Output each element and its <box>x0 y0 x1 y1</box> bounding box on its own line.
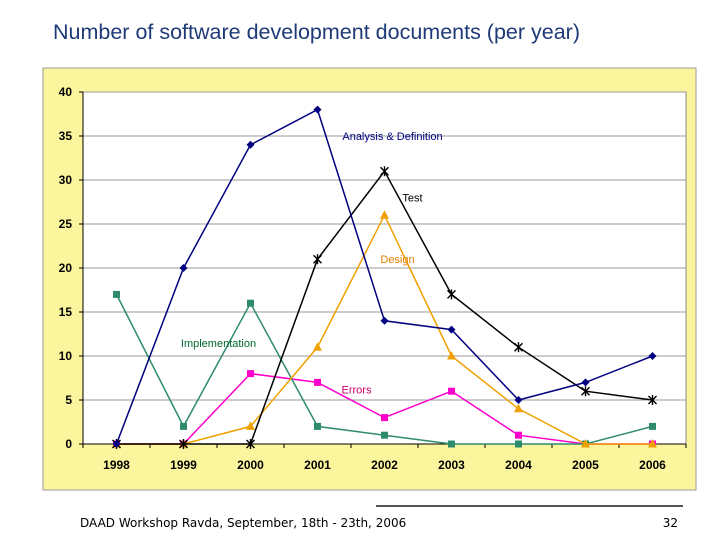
data-point <box>581 378 590 387</box>
data-point <box>448 440 455 448</box>
data-point <box>314 422 321 430</box>
data-point <box>246 421 255 430</box>
x-tick-label: 2004 <box>505 458 532 472</box>
data-point <box>380 316 389 325</box>
series-analysis-definition <box>112 105 657 448</box>
data-point <box>447 351 456 360</box>
data-point <box>514 342 523 353</box>
data-point <box>381 431 388 439</box>
x-tick-label: 2003 <box>438 458 465 472</box>
data-point <box>180 422 187 430</box>
data-point <box>515 431 522 439</box>
data-point <box>314 378 321 386</box>
y-tick-label: 20 <box>59 261 73 275</box>
data-point <box>313 254 322 265</box>
slide-title: Number of software development documents… <box>53 20 580 44</box>
series-design <box>112 210 657 448</box>
x-tick-label: 2005 <box>572 458 599 472</box>
series-label: Design <box>380 254 414 266</box>
data-point <box>514 396 523 404</box>
data-point <box>514 403 523 413</box>
y-tick-label: 10 <box>59 349 73 363</box>
series-label: Test <box>402 193 422 205</box>
data-point <box>179 439 188 449</box>
x-tick-label: 1999 <box>170 458 197 472</box>
y-tick-label: 15 <box>59 305 73 319</box>
x-tick-label: 2000 <box>237 458 264 472</box>
data-point <box>246 439 255 449</box>
data-point <box>247 370 254 378</box>
data-point <box>448 387 455 395</box>
y-tick-label: 5 <box>65 393 72 407</box>
data-point <box>313 342 322 351</box>
y-tick-label: 0 <box>65 437 72 451</box>
data-point <box>380 210 389 219</box>
y-tick-label: 35 <box>59 129 73 143</box>
footer-divider <box>376 505 683 507</box>
page-number: 32 <box>662 516 678 530</box>
axes: 0 5 10 15 20 25 30 35 40 1998 1999 2000 2001 2002 2003… <box>59 85 687 472</box>
data-point <box>649 422 656 430</box>
data-point <box>447 289 456 300</box>
series-label: Analysis & Definition <box>342 131 442 143</box>
y-tick-label: 40 <box>59 85 73 99</box>
series-group <box>112 105 657 449</box>
y-tick-label: 25 <box>59 217 73 231</box>
y-tick-label: 30 <box>59 173 73 187</box>
data-point <box>515 440 522 448</box>
series-labels: Analysis & Definition Test Design Implement… <box>181 131 443 396</box>
data-point <box>247 299 254 307</box>
data-point <box>648 395 657 405</box>
data-point <box>381 414 388 422</box>
x-tick-label: 1998 <box>103 458 130 472</box>
data-point <box>380 166 389 177</box>
series-label: Implementation <box>181 338 256 350</box>
data-point <box>179 264 188 272</box>
data-point <box>246 140 255 149</box>
data-point <box>447 325 456 334</box>
data-point <box>648 352 657 360</box>
footer-text: DAAD Workshop Ravda, September, 18th - 2… <box>80 516 407 530</box>
data-point <box>581 386 590 397</box>
data-point <box>112 440 121 448</box>
series-label: Errors <box>342 384 372 396</box>
x-tick-label: 2001 <box>304 458 331 472</box>
x-tick-label: 2006 <box>639 458 666 472</box>
data-point <box>313 105 322 114</box>
data-point <box>113 290 120 298</box>
data-point <box>581 439 590 448</box>
x-tick-label: 2002 <box>371 458 398 472</box>
data-point <box>648 439 657 448</box>
